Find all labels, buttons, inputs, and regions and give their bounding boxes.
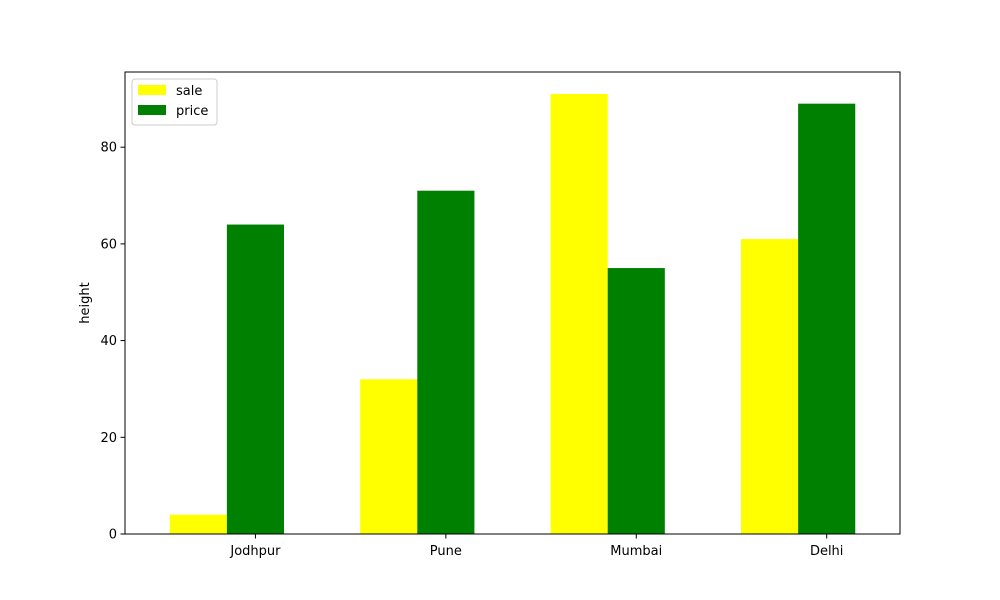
y-tick-label: 60 — [100, 237, 117, 252]
legend: sale price — [131, 78, 218, 126]
y-axis: 0 20 40 60 80 — [100, 141, 125, 543]
y-tick-label: 0 — [109, 528, 117, 543]
x-tick-label: Jodhpur — [229, 544, 281, 559]
y-tick-label: 80 — [100, 141, 117, 156]
x-tick-label: Mumbai — [610, 544, 662, 559]
bar-price-pune — [417, 190, 475, 534]
bar-price-mumbai — [607, 268, 665, 534]
bar-price-jodhpur — [226, 224, 284, 535]
x-axis: Jodhpur Pune Mumbai Delhi — [229, 534, 843, 559]
bar-sale-pune — [360, 379, 418, 534]
bar-sale-jodhpur — [169, 514, 227, 534]
y-tick-label: 20 — [100, 431, 117, 446]
bar-sale-mumbai — [550, 94, 608, 534]
legend-swatch-price — [138, 105, 166, 115]
legend-label-price: price — [176, 104, 208, 119]
x-tick-label: Delhi — [810, 544, 843, 559]
legend-label-sale: sale — [176, 84, 202, 99]
y-axis-label: height — [78, 282, 93, 323]
legend-swatch-sale — [138, 85, 166, 95]
x-tick-label: Pune — [430, 544, 462, 559]
bars-layer — [169, 94, 856, 535]
bar-price-delhi — [798, 103, 856, 535]
bar-sale-delhi — [741, 239, 799, 535]
y-tick-label: 40 — [100, 334, 117, 349]
plot-frame — [124, 71, 901, 535]
